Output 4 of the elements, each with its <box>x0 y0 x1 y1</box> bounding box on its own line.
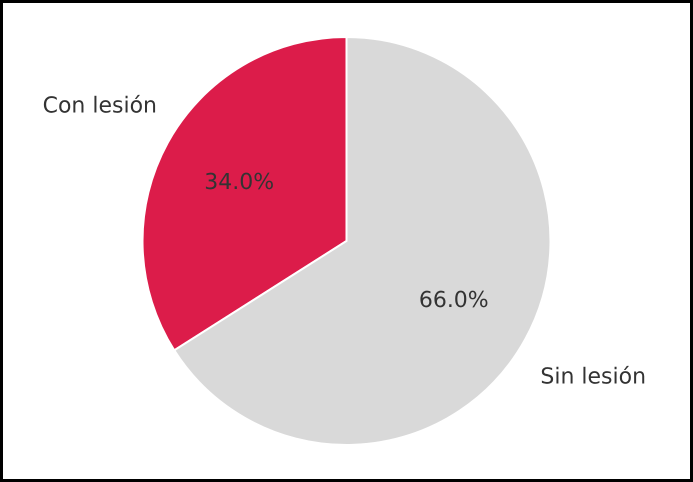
data-label: 66.0% <box>418 288 489 313</box>
slice-label: Sin lesión <box>540 364 646 390</box>
data-label: 34.0% <box>204 170 274 196</box>
slice-label: Con lesión <box>42 93 157 118</box>
